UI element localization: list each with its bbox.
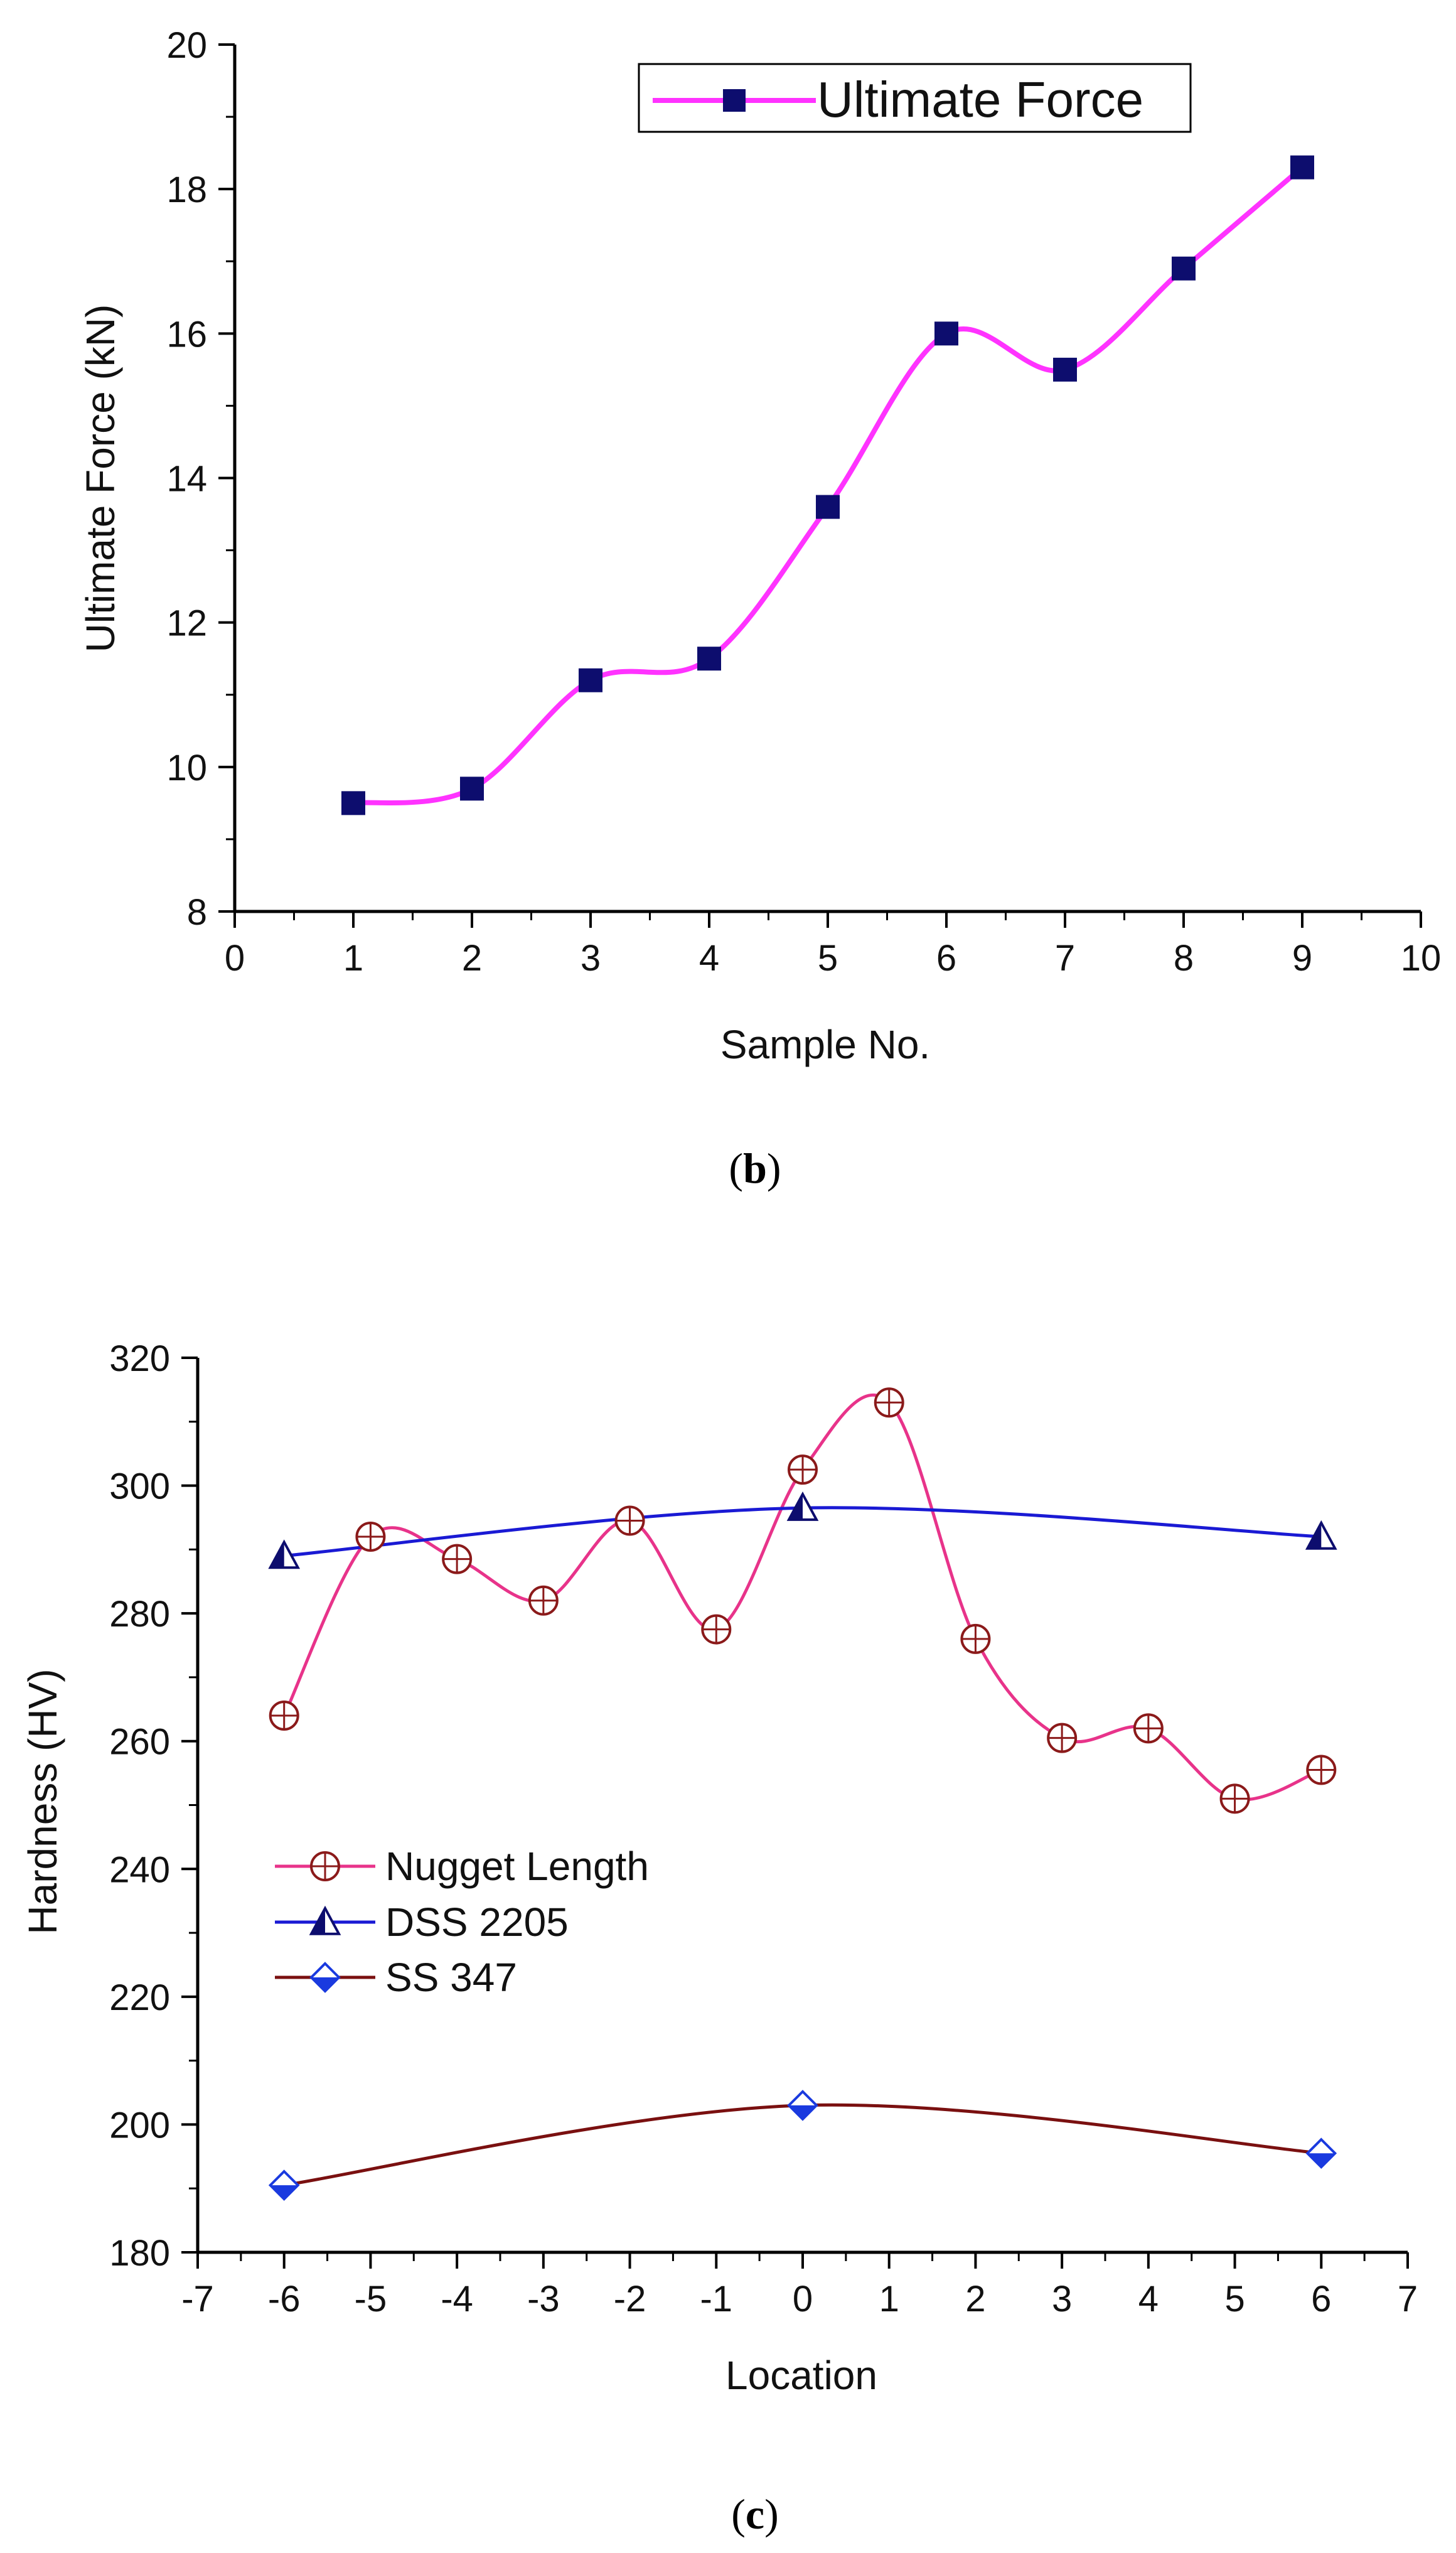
- x-tick-label: 1: [343, 938, 363, 979]
- data-points: [268, 1387, 1337, 2201]
- axis-ticks: [218, 43, 1422, 928]
- y-axis-label: Hardness (HV): [20, 1669, 65, 1934]
- x-tick-label: 7: [1055, 938, 1075, 979]
- x-tick-label: 2: [965, 2279, 985, 2319]
- x-tick-label: 3: [1052, 2279, 1072, 2319]
- x-tick-label: 7: [1398, 2279, 1418, 2319]
- data-point: [787, 2090, 818, 2121]
- data-point: [442, 1544, 473, 1574]
- data-point: [269, 1701, 299, 1731]
- legend-marker: [309, 1905, 341, 1935]
- x-tick-label: 4: [1138, 2279, 1159, 2319]
- x-tick-label: 6: [1311, 2279, 1331, 2319]
- data-point: [1305, 1520, 1337, 1550]
- legend-label: Nugget Length: [385, 1844, 649, 1889]
- caption-letter: c: [746, 2490, 764, 2538]
- data-point: [816, 495, 840, 519]
- x-tick-label: -1: [700, 2279, 732, 2319]
- caption-letter: b: [743, 1144, 767, 1192]
- y-tick-label: 300: [109, 1466, 170, 1507]
- data-point: [1172, 256, 1196, 281]
- x-tick-label: -6: [268, 2279, 301, 2319]
- axes: [233, 45, 1421, 913]
- x-tick-label: -4: [441, 2279, 473, 2319]
- tick-labels: -7 -6 -5 -4 -3 -2 -1 0 1 2 3 4 5 6 7 180 200 220 240 260 280…: [109, 1338, 1418, 2319]
- series-curves: [353, 165, 1304, 806]
- y-tick-label: 16: [166, 314, 207, 355]
- x-tick-label: 6: [936, 938, 956, 979]
- data-point: [1306, 1755, 1337, 1785]
- y-tick-label: 12: [166, 603, 207, 644]
- legend: Ultimate Force: [638, 63, 1192, 133]
- data-point: [579, 668, 602, 692]
- data-point: [355, 1522, 386, 1552]
- y-tick-label: 20: [166, 25, 207, 66]
- x-tick-label: 2: [462, 938, 482, 979]
- y-tick-label: 10: [166, 748, 207, 788]
- x-tick-label: 4: [699, 938, 719, 979]
- data-point: [528, 1585, 559, 1616]
- legend-label: Ultimate Force: [817, 72, 1143, 127]
- y-axis-label: Ultimate Force (kN): [78, 304, 123, 653]
- data-point: [934, 321, 958, 346]
- data-point: [268, 1539, 301, 1569]
- x-tick-label: -7: [181, 2279, 214, 2319]
- legend-marker: [309, 1962, 341, 1993]
- x-tick-label: 5: [818, 938, 838, 979]
- data-point: [874, 1387, 904, 1418]
- y-tick-label: 8: [187, 892, 207, 933]
- data-point: [786, 1491, 819, 1521]
- x-tick-label: 0: [225, 938, 245, 979]
- x-tick-label: -2: [614, 2279, 646, 2319]
- y-tick-label: 180: [109, 2233, 170, 2274]
- chart-hardness: -7 -6 -5 -4 -3 -2 -1 0 1 2 3 4 5 6 7 180 200 220 240 260 280…: [20, 1338, 1418, 2538]
- legend: Nugget Length DSS 2205 SS 347: [275, 1844, 649, 2000]
- y-tick-label: 220: [109, 1977, 170, 2018]
- data-point: [268, 2169, 300, 2201]
- x-tick-label: -5: [355, 2279, 387, 2319]
- x-tick-label: 8: [1174, 938, 1194, 979]
- data-point: [460, 777, 484, 801]
- series-line: [353, 165, 1304, 806]
- y-tick-label: 14: [166, 459, 207, 500]
- x-axis-label: Sample No.: [720, 1022, 930, 1067]
- data-point: [1305, 2137, 1337, 2169]
- data-point: [1053, 357, 1077, 382]
- axis-ticks: [181, 1357, 1409, 2269]
- y-tick-label: 240: [109, 1849, 170, 1890]
- data-point: [697, 647, 721, 671]
- data-point: [341, 791, 365, 815]
- legend-label: DSS 2205: [385, 1900, 569, 1945]
- x-tick-label: 9: [1292, 938, 1312, 979]
- data-point: [788, 1454, 818, 1485]
- data-point: [960, 1623, 991, 1654]
- x-tick-label: 3: [581, 938, 601, 979]
- legend-marker: [723, 89, 746, 112]
- caption-c: (c): [731, 2490, 779, 2538]
- x-tick-label: -3: [527, 2279, 560, 2319]
- data-point: [1133, 1713, 1164, 1744]
- x-tick-label: 5: [1224, 2279, 1245, 2319]
- y-tick-label: 280: [109, 1594, 170, 1635]
- y-tick-label: 260: [109, 1722, 170, 1763]
- x-axis-label: Location: [725, 2353, 877, 2398]
- x-tick-label: 10: [1401, 938, 1442, 979]
- data-point: [1219, 1783, 1250, 1814]
- data-point: [614, 1505, 645, 1536]
- data-points: [341, 155, 1314, 815]
- data-point: [701, 1614, 732, 1645]
- legend-marker: [310, 1851, 340, 1881]
- x-tick-label: 0: [793, 2279, 813, 2319]
- y-tick-label: 320: [109, 1338, 170, 1379]
- data-point: [1047, 1723, 1078, 1753]
- legend-label: SS 347: [385, 1955, 517, 2000]
- data-point: [1290, 155, 1314, 180]
- caption-b: (b): [729, 1144, 781, 1192]
- y-tick-label: 18: [166, 169, 207, 210]
- y-tick-label: 200: [109, 2105, 170, 2146]
- x-tick-label: 1: [879, 2279, 899, 2319]
